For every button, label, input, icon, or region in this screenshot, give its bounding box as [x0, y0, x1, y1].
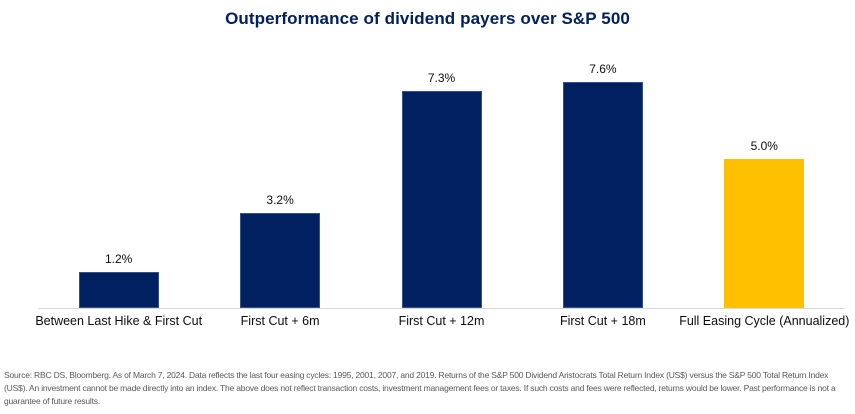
category-label-1: Between Last Hike & First Cut: [35, 314, 203, 328]
bar-3: [401, 91, 482, 308]
bar-4: [562, 82, 643, 308]
category-label-5: Full Easing Cycle (Annualized): [679, 314, 850, 328]
value-label-3: 7.3%: [427, 71, 456, 85]
value-label-1: 1.2%: [105, 252, 133, 266]
x-axis-line: [38, 308, 845, 309]
source-footnote: Source: RBC DS, Bloomberg. As of March 7…: [4, 370, 836, 406]
bar-5: [724, 159, 805, 308]
category-label-4: First Cut + 18m: [559, 314, 646, 328]
value-label-5: 5.0%: [750, 139, 778, 153]
value-label-2: 3.2%: [266, 193, 294, 207]
bar-1: [78, 272, 159, 308]
chart-title: Outperformance of dividend payers over S…: [225, 9, 630, 28]
bar-2: [240, 213, 321, 308]
category-label-2: First Cut + 6m: [240, 314, 320, 328]
category-label-3: First Cut + 12m: [398, 314, 485, 328]
value-label-4: 7.6%: [589, 62, 617, 76]
